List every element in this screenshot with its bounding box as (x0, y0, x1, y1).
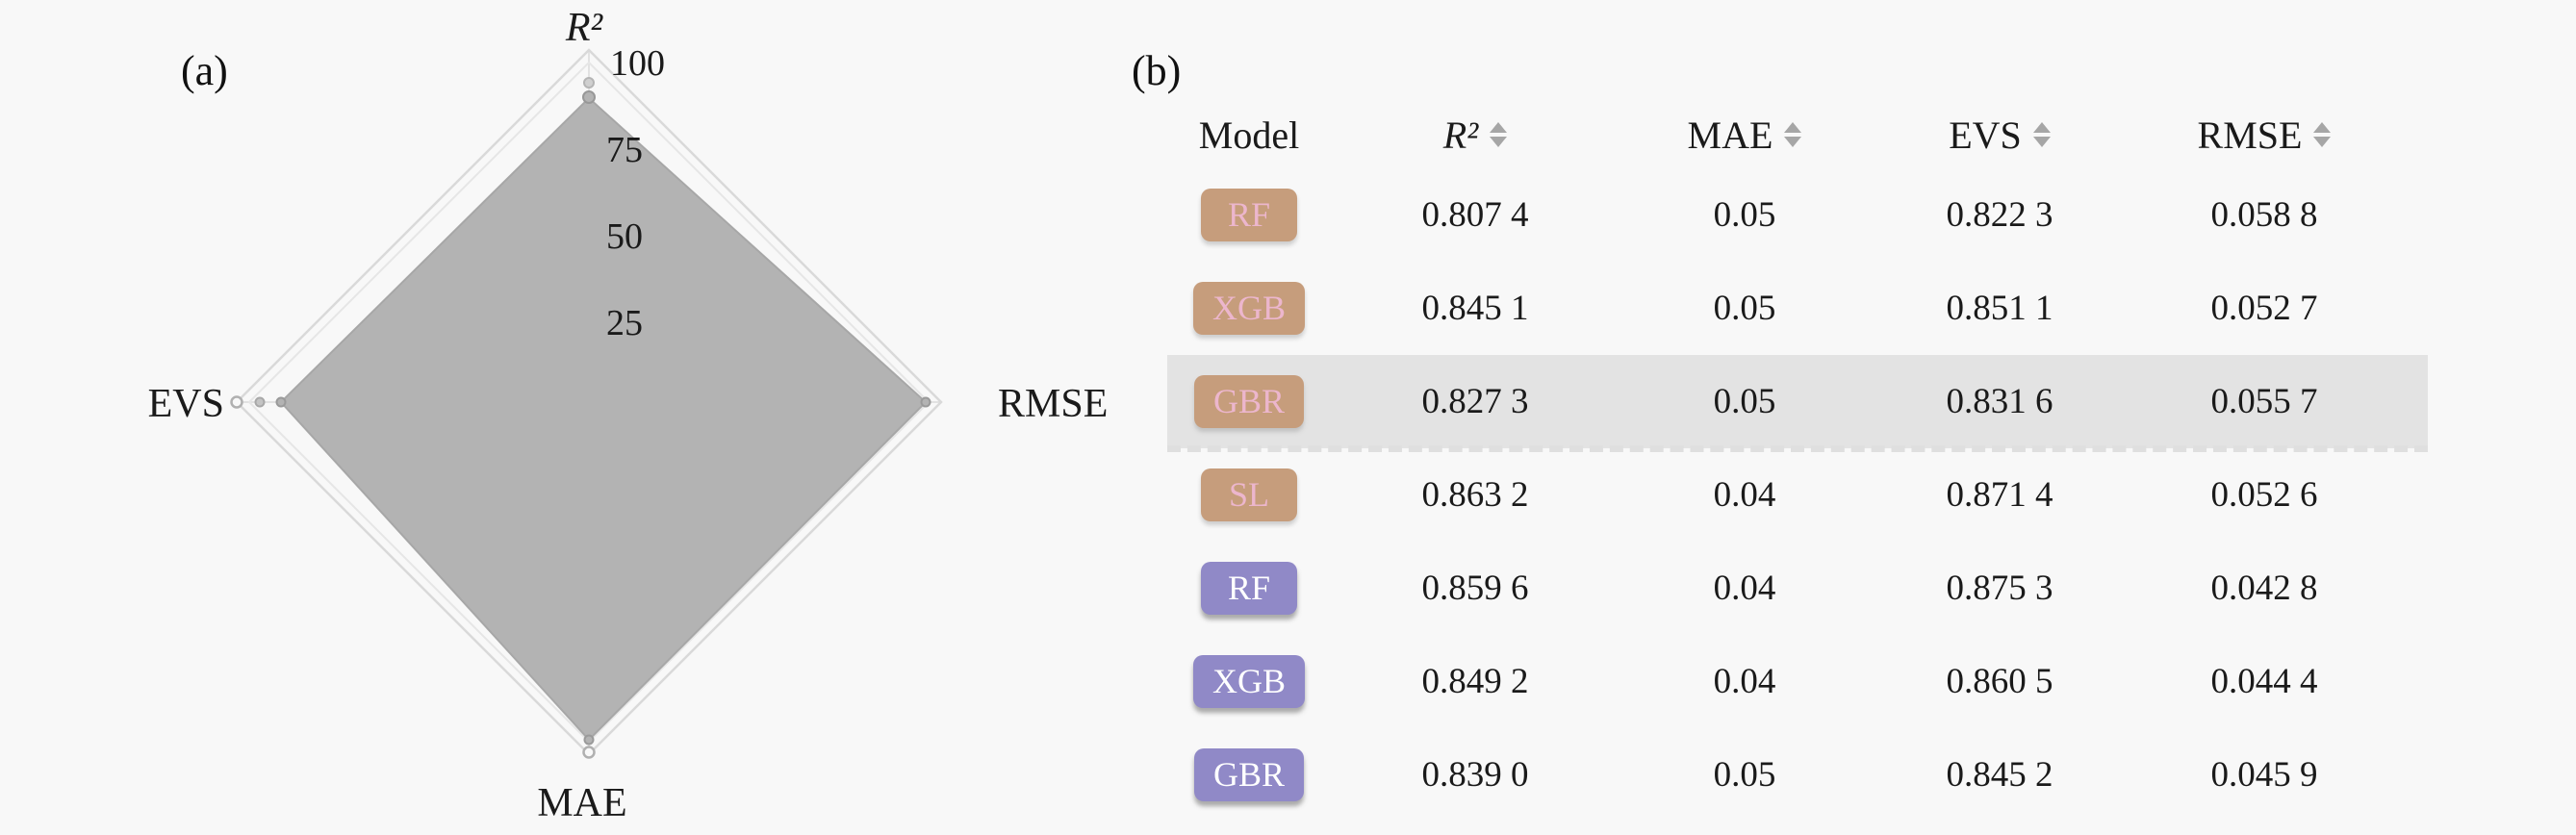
r2-value: 0.849 2 (1421, 662, 1529, 701)
col-header-rmse[interactable]: RMSE (2130, 113, 2399, 158)
table-header-row: Model R² MAE EVS RMSE (1167, 101, 2428, 168)
evs-value: 0.822 3 (1946, 195, 2053, 235)
col-header-model-label: Model (1198, 113, 1300, 157)
radar-axis-label-evs: EVS (148, 382, 224, 426)
col-header-mae[interactable]: MAE (1620, 113, 1870, 158)
model-badge: XGB (1192, 654, 1305, 709)
radar-axis-label-rmse: RMSE (998, 382, 1108, 426)
r2-value: 0.863 2 (1421, 475, 1529, 515)
r2-value: 0.827 3 (1421, 382, 1529, 421)
radar-tick-25: 25 (606, 303, 643, 343)
sort-icon[interactable] (2313, 122, 2332, 147)
model-badge: RF (1201, 561, 1297, 616)
table-row[interactable]: GBR 0.839 0 0.05 0.845 2 0.045 9 (1167, 728, 2428, 822)
model-badge: GBR (1193, 747, 1305, 802)
radar-tick-75: 75 (606, 130, 643, 170)
model-cell: RF (1167, 188, 1331, 242)
model-cell: XGB (1167, 281, 1331, 336)
evs-value: 0.860 5 (1946, 662, 2053, 701)
evs-value: 0.875 3 (1946, 569, 2053, 608)
rmse-value: 0.045 9 (2210, 755, 2318, 795)
r2-value: 0.807 4 (1421, 195, 1529, 235)
radar-axis-label-mae: MAE (537, 781, 626, 825)
rmse-value: 0.055 7 (2210, 382, 2318, 421)
mae-value: 0.05 (1713, 755, 1776, 795)
radar-series-markers (230, 77, 931, 759)
table-row[interactable]: GBR 0.827 3 0.05 0.831 6 0.055 7 (1167, 355, 2428, 452)
radar-chart: R² RMSE MAE EVS 100 75 50 25 (148, 6, 1109, 825)
col-header-model: Model (1167, 113, 1331, 158)
model-cell: XGB (1167, 654, 1331, 709)
panel-b-label: (b) (1132, 47, 1182, 94)
col-header-r2-label: R² (1442, 113, 1479, 157)
table-row[interactable]: SL 0.863 2 0.04 0.871 4 0.052 6 (1167, 448, 2428, 542)
metrics-table: Model R² MAE EVS RMSE RF 0.807 4 0.05 (1167, 101, 2428, 822)
col-header-rmse-label: RMSE (2197, 113, 2303, 157)
sort-icon[interactable] (1490, 122, 1508, 147)
rmse-value: 0.042 8 (2210, 569, 2318, 608)
table-row[interactable]: XGB 0.845 1 0.05 0.851 1 0.052 7 (1167, 262, 2428, 355)
mae-value: 0.04 (1713, 662, 1776, 701)
radar-tick-50: 50 (606, 216, 643, 257)
sort-icon[interactable] (1784, 122, 1802, 147)
col-header-r2[interactable]: R² (1331, 113, 1620, 158)
model-cell: GBR (1167, 374, 1331, 429)
radar-axis-label-r2: R² (565, 6, 604, 50)
panel-a-label: (a) (181, 47, 228, 94)
rmse-value: 0.058 8 (2210, 195, 2318, 235)
mae-value: 0.04 (1713, 569, 1776, 608)
col-header-mae-label: MAE (1687, 113, 1773, 157)
model-cell: GBR (1167, 747, 1331, 802)
radar-series-fill (279, 96, 928, 742)
r2-value: 0.859 6 (1421, 569, 1529, 608)
table-row[interactable]: RF 0.807 4 0.05 0.822 3 0.058 8 (1167, 168, 2428, 262)
mae-value: 0.05 (1713, 195, 1776, 235)
col-header-evs-label: EVS (1949, 113, 2022, 157)
col-header-evs[interactable]: EVS (1870, 113, 2130, 158)
evs-value: 0.845 2 (1946, 755, 2053, 795)
sort-icon[interactable] (2032, 122, 2051, 147)
table-row[interactable]: RF 0.859 6 0.04 0.875 3 0.042 8 (1167, 542, 2428, 635)
evs-value: 0.851 1 (1946, 289, 2053, 328)
model-badge: GBR (1193, 374, 1305, 429)
table-row[interactable]: XGB 0.849 2 0.04 0.860 5 0.044 4 (1167, 635, 2428, 728)
mae-value: 0.05 (1713, 382, 1776, 421)
model-badge: SL (1201, 468, 1297, 522)
mae-value: 0.04 (1713, 475, 1776, 515)
rmse-value: 0.044 4 (2210, 662, 2318, 701)
model-cell: SL (1167, 468, 1331, 522)
model-badge: XGB (1192, 281, 1305, 336)
model-cell: RF (1167, 561, 1331, 616)
evs-value: 0.871 4 (1946, 475, 2053, 515)
rmse-value: 0.052 6 (2210, 475, 2318, 515)
evs-value: 0.831 6 (1946, 382, 2053, 421)
r2-value: 0.839 0 (1421, 755, 1529, 795)
r2-value: 0.845 1 (1421, 289, 1529, 328)
model-badge: RF (1201, 188, 1297, 242)
radar-tick-100: 100 (610, 43, 665, 84)
rmse-value: 0.052 7 (2210, 289, 2318, 328)
mae-value: 0.05 (1713, 289, 1776, 328)
